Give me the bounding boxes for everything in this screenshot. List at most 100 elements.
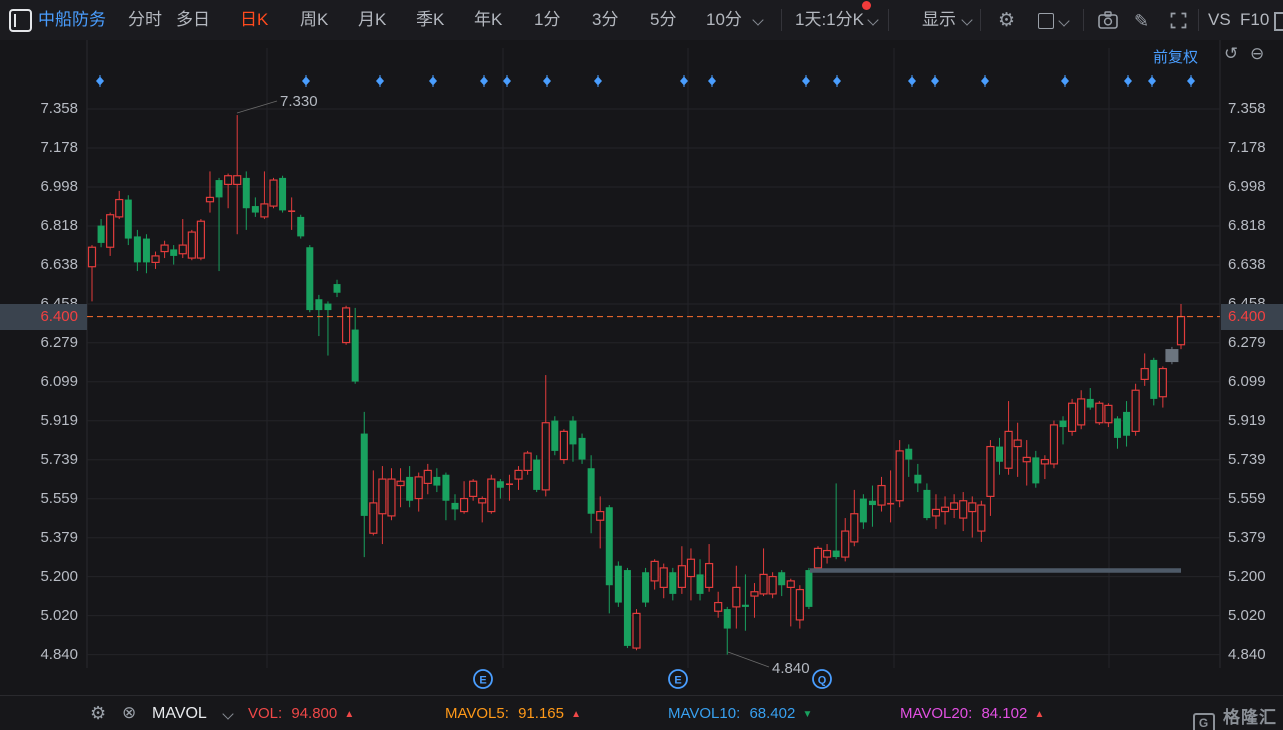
candle-body-up — [686, 558, 696, 578]
mavol20-label: MAVOL20: — [900, 705, 973, 722]
price-axis-label: 6.099 — [1228, 372, 1266, 390]
tab-weekly-k[interactable]: 周K — [300, 10, 329, 29]
tab-1min[interactable]: 1分 — [534, 10, 561, 29]
chevron-down-icon[interactable] — [1058, 15, 1070, 27]
clipped-toolbar-icon[interactable] — [1274, 12, 1283, 31]
undo-icon[interactable]: ↺ — [1224, 44, 1239, 63]
toolbar-separator — [980, 9, 981, 31]
signal-diamond-icon — [833, 76, 841, 86]
camera-icon[interactable] — [1098, 11, 1118, 29]
adjust-mode-label[interactable]: 前复权 — [1153, 49, 1199, 66]
price-axis-label: 6.279 — [40, 333, 78, 351]
sidebar-toggle-icon[interactable] — [9, 9, 32, 32]
event-marker[interactable]: Q — [812, 669, 832, 689]
chevron-down-icon[interactable] — [752, 14, 764, 26]
candle-body — [805, 570, 813, 607]
tab-multi-day[interactable]: 多日 — [176, 10, 210, 29]
event-marker[interactable]: E — [473, 669, 493, 689]
price-plot[interactable]: E E Q 7.330 4.840 — [0, 40, 1283, 695]
up-triangle-icon: ▲ — [571, 709, 582, 720]
candle-body — [351, 329, 359, 382]
candle-body — [1165, 349, 1179, 363]
candle-body-up — [260, 203, 269, 218]
gear-icon[interactable]: ⚙ — [998, 10, 1016, 31]
candle-body — [170, 249, 178, 256]
toolbar: 中船防务 分时 多日 日K 周K 月K 季K 年K 1分 3分 5分 10分 1… — [0, 0, 1283, 41]
price-axis-label: 6.638 — [40, 255, 78, 273]
candle-body-up — [423, 469, 432, 484]
chevron-down-icon[interactable] — [222, 708, 234, 720]
candle-body — [551, 420, 559, 451]
candle-body-up — [469, 480, 478, 497]
candle-body — [215, 180, 223, 198]
candle-body — [505, 483, 513, 485]
price-axis-label: 5.739 — [1228, 450, 1266, 468]
candle-body-up — [786, 580, 795, 588]
symbol-name[interactable]: 中船防务 — [38, 10, 106, 29]
gear-icon[interactable]: ⚙ — [90, 703, 107, 723]
candle-body-up — [968, 502, 977, 513]
candle-body — [1086, 398, 1094, 408]
candle-body-up — [732, 586, 741, 608]
candle-body-up — [414, 476, 423, 500]
interval-selector[interactable]: 1天:1分K — [795, 10, 864, 29]
tab-3min[interactable]: 3分 — [592, 10, 619, 29]
candle-body — [279, 177, 287, 211]
toolbar-separator — [1083, 9, 1084, 31]
indicator-bar: ⚙ ⊗ MAVOL VOL: 94.800 ▲ MAVOL5: 91.165 ▲… — [0, 695, 1283, 730]
tab-quarterly-k[interactable]: 季K — [416, 10, 445, 29]
pencil-icon[interactable]: ✎ — [1134, 11, 1150, 31]
fullscreen-icon[interactable] — [1170, 12, 1187, 29]
indicator-name[interactable]: MAVOL — [152, 705, 207, 722]
candle-body-up — [541, 422, 550, 491]
glonghui-logo: G 格隆汇 — [1192, 703, 1277, 730]
tab-5min[interactable]: 5分 — [650, 10, 677, 29]
candle-body-up — [151, 255, 160, 263]
candle-body — [324, 303, 332, 311]
candle-body-up — [342, 307, 351, 344]
candlestick-chart-panel[interactable]: E E Q 7.330 4.840 7.358 7.178 6.998 6.818 6.638 6… — [0, 40, 1283, 695]
chevron-down-icon[interactable] — [867, 14, 879, 26]
candle-body — [905, 448, 913, 460]
tab-minute-line[interactable]: 分时 — [128, 10, 162, 29]
candle-body — [97, 225, 105, 243]
candle-body-up — [850, 513, 859, 543]
candle-body-up — [750, 591, 759, 597]
candle-body-up — [1049, 424, 1059, 465]
signal-diamond-icon — [480, 76, 488, 86]
vs-button[interactable]: VS — [1208, 10, 1231, 29]
candle-body-up — [160, 244, 169, 253]
price-axis-label: 5.739 — [40, 450, 78, 468]
signal-diamond-icon — [376, 76, 384, 86]
candle-body — [1032, 457, 1040, 484]
candle-body — [696, 574, 704, 594]
display-menu[interactable]: 显示 — [922, 10, 956, 29]
layout-icon[interactable] — [1038, 13, 1054, 29]
candle-body — [124, 199, 132, 239]
candle-body — [623, 570, 631, 646]
tab-10min[interactable]: 10分 — [706, 10, 742, 29]
candle-body — [887, 502, 895, 505]
signal-diamond-icon — [802, 76, 810, 86]
candle-body — [306, 247, 314, 311]
candle-body-up — [841, 530, 850, 558]
candle-body — [642, 572, 650, 603]
zoom-out-icon[interactable]: ⊖ — [1250, 44, 1265, 63]
f10-button[interactable]: F10 — [1240, 10, 1270, 29]
glonghui-logo-mark: G — [1192, 713, 1215, 730]
tab-monthly-k[interactable]: 月K — [358, 10, 387, 29]
svg-text:E: E — [674, 675, 681, 687]
tab-daily-k[interactable]: 日K — [240, 10, 269, 29]
signal-diamond-icon — [96, 76, 104, 86]
candle-body — [741, 604, 749, 607]
tab-yearly-k[interactable]: 年K — [474, 10, 503, 29]
price-axis-label: 6.099 — [40, 372, 78, 390]
candle-body-up — [369, 502, 378, 534]
close-circle-icon[interactable]: ⊗ — [122, 703, 137, 722]
candle-body — [251, 206, 259, 213]
chevron-down-icon[interactable] — [961, 14, 973, 26]
event-marker[interactable]: E — [668, 669, 688, 689]
candle-body — [578, 437, 586, 460]
candle-body — [442, 474, 450, 501]
candle-body-up — [704, 562, 714, 588]
